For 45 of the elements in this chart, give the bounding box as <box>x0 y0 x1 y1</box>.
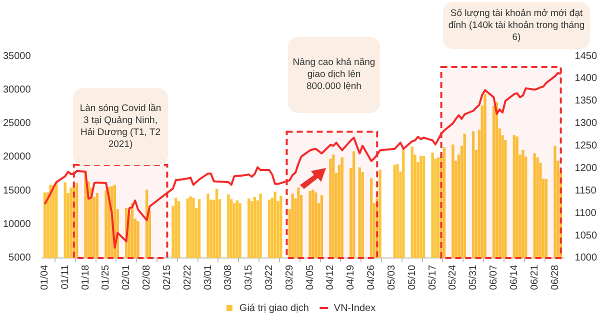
x-tick-label: 04/05 <box>304 264 316 290</box>
x-tick-label: 06/14 <box>508 264 520 290</box>
y2-tick-label: 1250 <box>574 140 598 152</box>
x-tick-label: 02/22 <box>182 264 194 290</box>
y-tick-label: 15000 <box>2 185 32 196</box>
y2-tick-label: 1100 <box>574 208 597 219</box>
x-tick-label: 05/03 <box>386 264 398 290</box>
y-tick-label: 35000 <box>2 50 32 62</box>
y-tick-label: 5000 <box>8 252 32 264</box>
y-tick-label: 10000 <box>2 219 32 230</box>
x-tick-label: 03/22 <box>264 264 275 290</box>
x-tick-label: 06/07 <box>488 264 500 290</box>
x-tick-label: 04/26 <box>366 264 378 290</box>
x-tick-label: 03/29 <box>284 264 296 290</box>
y2-tick-label: 1400 <box>574 73 598 84</box>
x-tick-label: 06/21 <box>529 264 540 290</box>
legend-label: VN-Index <box>334 302 376 314</box>
x-tick-label: 03/01 <box>202 264 214 290</box>
y2-tick-label: 1350 <box>574 96 598 107</box>
x-tick-label: 05/10 <box>406 264 418 290</box>
x-tick-label: 04/19 <box>346 264 357 290</box>
x-tick-label: 03/15 <box>244 264 255 290</box>
y-tick-label: 20000 <box>2 152 32 163</box>
y-tick-label: 30000 <box>2 84 32 96</box>
x-tick-label: 02/08 <box>142 264 153 290</box>
x-tick-label: 01/18 <box>80 264 92 290</box>
y2-tick-label: 1050 <box>574 230 598 242</box>
legend-label: Giá trị giao dịch <box>239 302 309 314</box>
x-tick-label: 02/01 <box>121 264 132 290</box>
x-tick-label: 05/31 <box>468 264 480 290</box>
y-tick-label: 25000 <box>2 118 32 130</box>
x-tick-label: 02/15 <box>162 264 173 290</box>
x-tick-label: 06/28 <box>550 264 561 290</box>
x-tick-label: 03/08 <box>223 264 234 290</box>
y2-tick-label: 1150 <box>574 185 597 196</box>
y2-tick-label: 1000 <box>574 252 598 264</box>
x-tick-label: 01/11 <box>60 264 71 290</box>
x-tick-label: 01/04 <box>39 264 50 290</box>
x-tick-label: 04/12 <box>325 264 336 290</box>
y2-tick-label: 1300 <box>574 118 598 130</box>
y2-tick-label: 1200 <box>574 162 598 174</box>
x-tick-label: 01/25 <box>100 264 112 290</box>
y2-tick-label: 1450 <box>574 50 598 62</box>
x-tick-label: 05/24 <box>448 264 459 290</box>
x-tick-label: 05/17 <box>427 264 438 290</box>
